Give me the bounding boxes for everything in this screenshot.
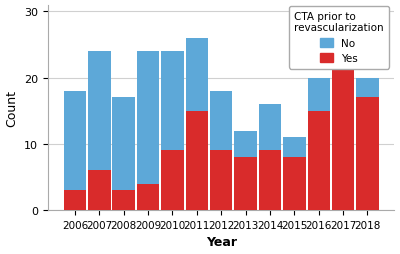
Bar: [283, 157, 306, 210]
Bar: [112, 190, 135, 210]
Bar: [88, 52, 110, 171]
Bar: [64, 190, 86, 210]
Bar: [161, 52, 184, 151]
Bar: [137, 184, 159, 210]
Bar: [137, 52, 159, 184]
Bar: [332, 12, 354, 45]
Bar: [259, 151, 281, 210]
Y-axis label: Count: Count: [6, 89, 18, 126]
Bar: [308, 111, 330, 210]
Bar: [332, 45, 354, 210]
Bar: [64, 91, 86, 190]
Bar: [161, 151, 184, 210]
Bar: [210, 151, 232, 210]
Bar: [234, 131, 257, 157]
Legend: No, Yes: No, Yes: [289, 7, 389, 69]
Bar: [88, 171, 110, 210]
Bar: [259, 105, 281, 151]
X-axis label: Year: Year: [206, 235, 237, 248]
Bar: [283, 138, 306, 157]
Bar: [186, 111, 208, 210]
Bar: [186, 39, 208, 111]
Bar: [112, 98, 135, 190]
Bar: [356, 98, 379, 210]
Bar: [234, 157, 257, 210]
Bar: [356, 78, 379, 98]
Bar: [308, 78, 330, 111]
Bar: [210, 91, 232, 151]
